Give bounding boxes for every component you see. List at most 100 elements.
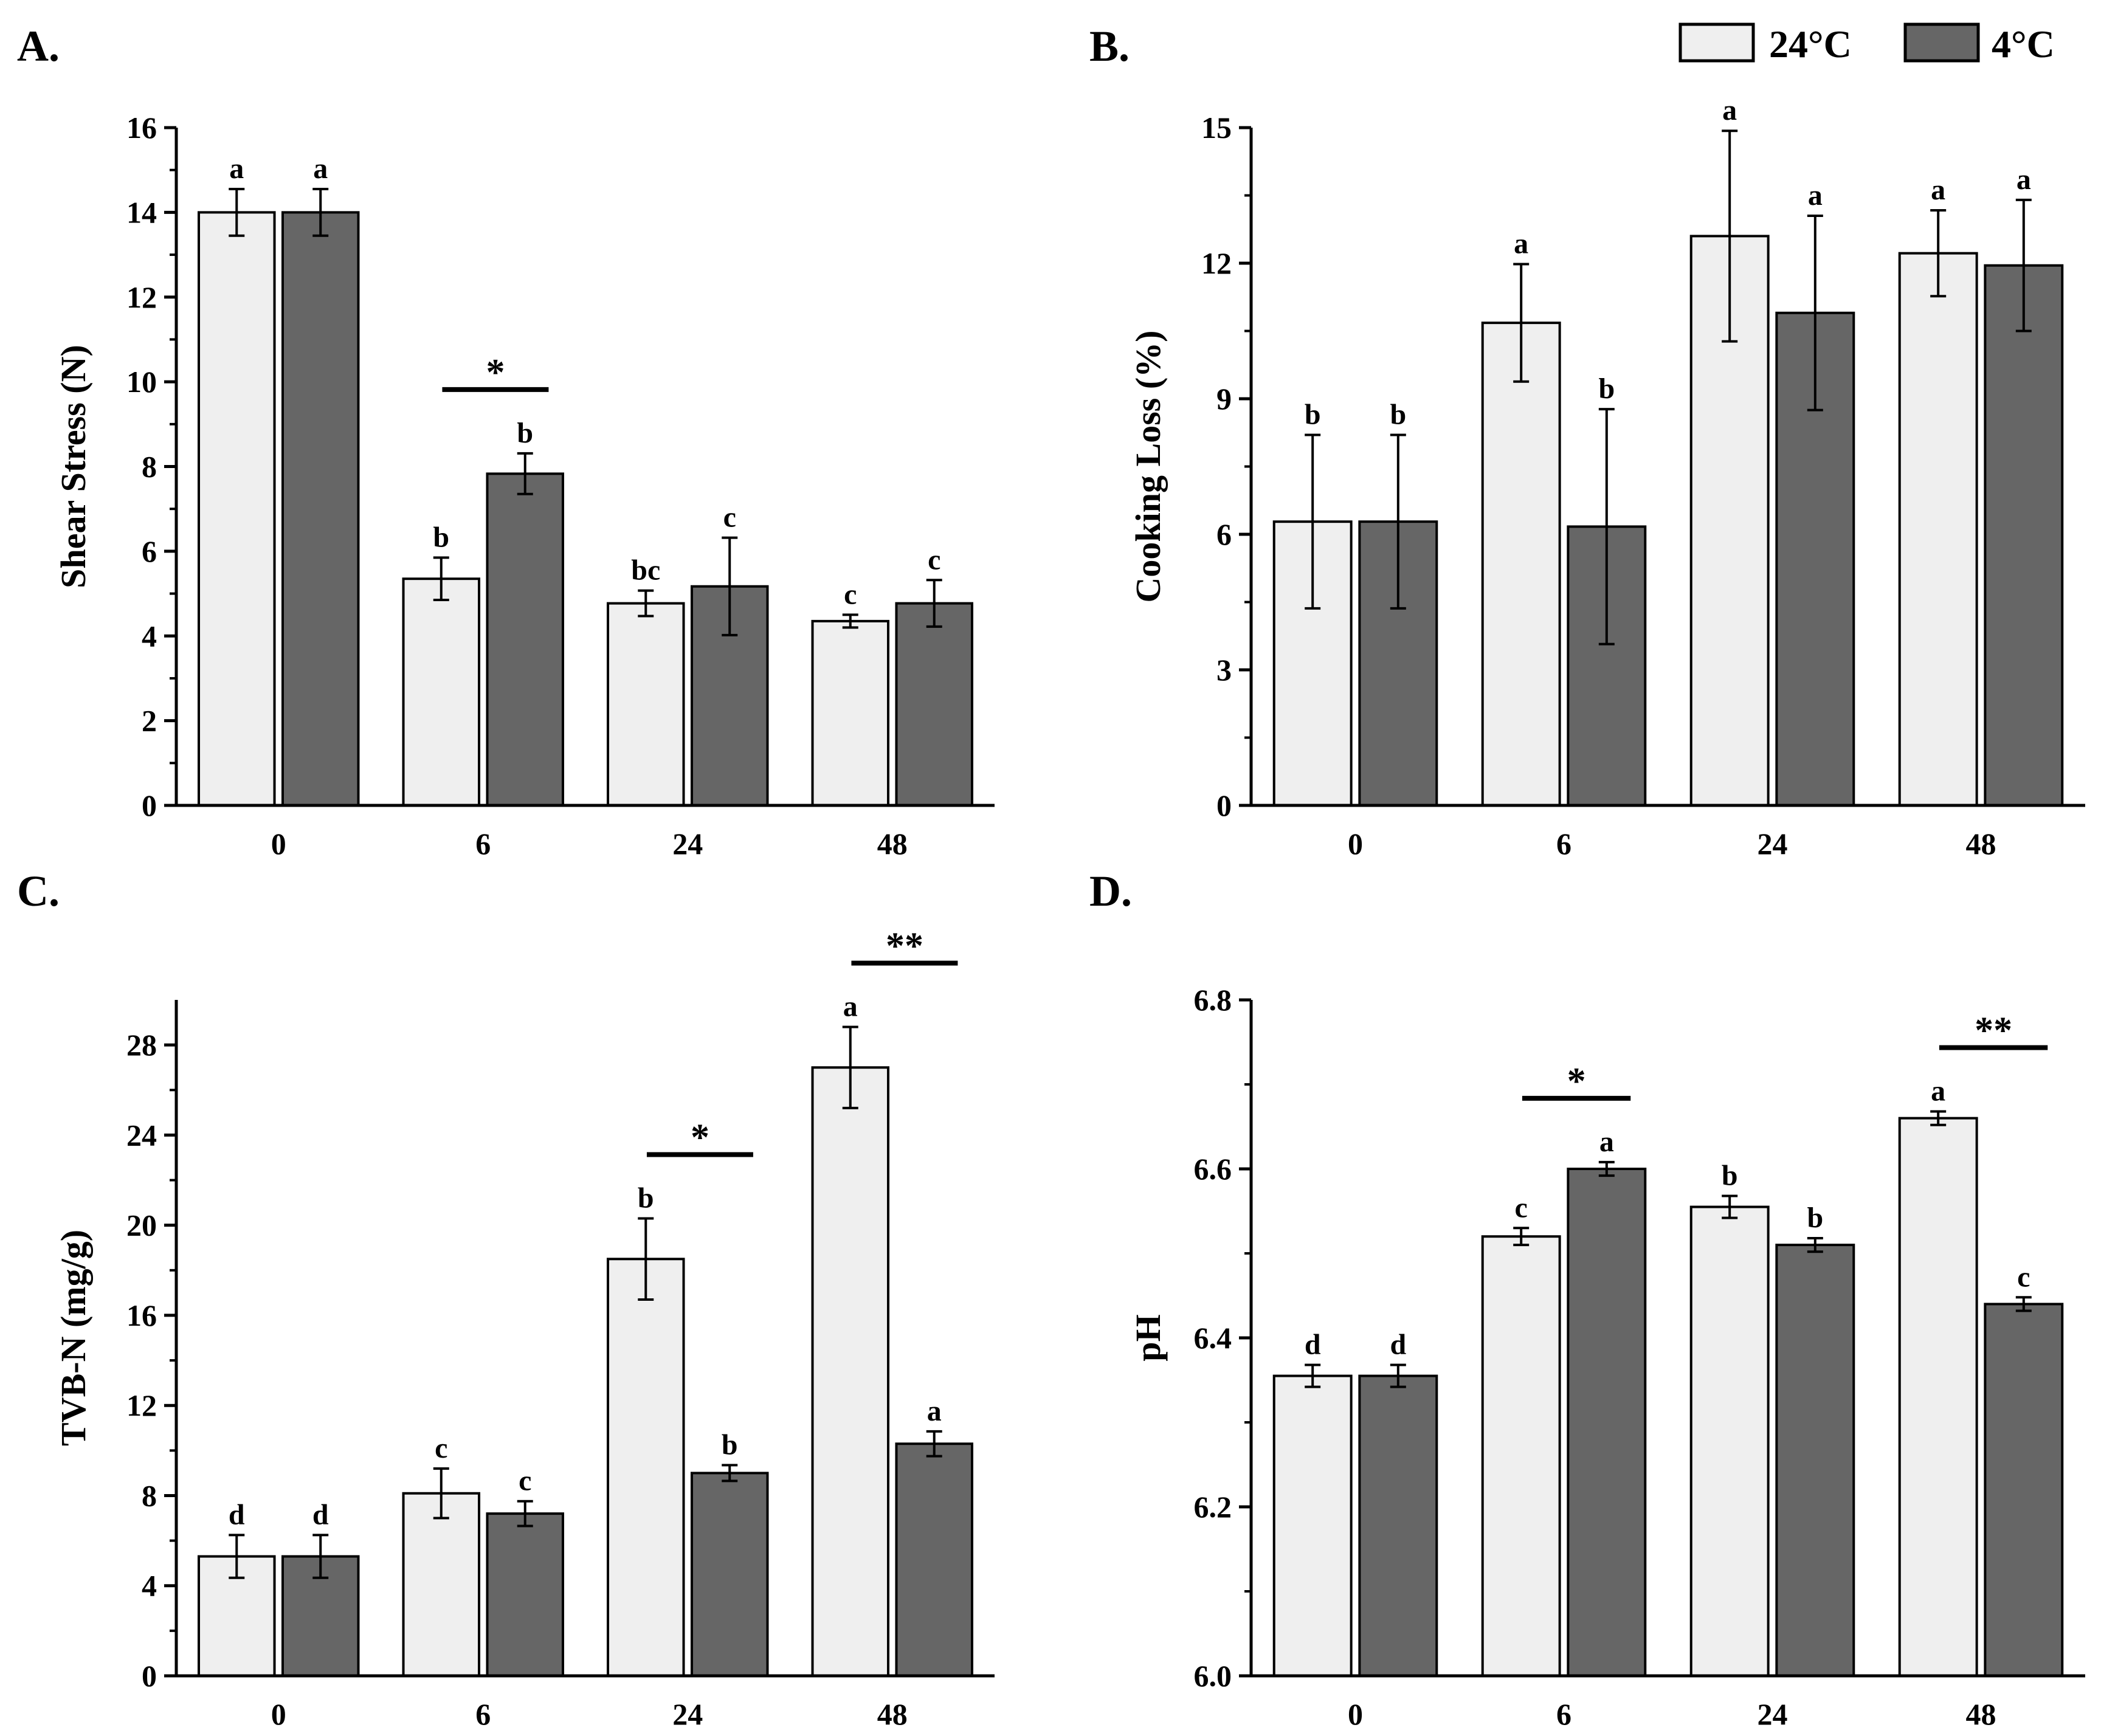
significance-letter: c: [435, 1432, 447, 1464]
y-axis-title: Cooking Loss (%): [1128, 331, 1168, 603]
bar-24c-48: [811, 1066, 890, 1677]
y-tick-label: 15: [1201, 111, 1232, 145]
error-bar-24c-48: [1930, 209, 1947, 298]
bar-4c-48: [1984, 264, 2064, 807]
y-tick-label: 3: [1216, 653, 1232, 687]
error-bar-4c-6: [1598, 408, 1615, 646]
panel-b-marks: b a a a b b a a: [1272, 94, 2064, 807]
significance-letter: a: [1514, 227, 1528, 260]
y-tick-label: 6.2: [1194, 1490, 1232, 1524]
error-bar-4c-48: [2015, 198, 2032, 332]
y-tick-label: 4: [142, 619, 157, 653]
error-bar-4c-48: [926, 1430, 942, 1458]
y-tick-label: 14: [126, 195, 157, 229]
bar-4c-24: [690, 1472, 769, 1677]
y-tick-label: 10: [126, 365, 157, 399]
x-tick-label: 0: [271, 1697, 286, 1731]
significance-letter: b: [1807, 1202, 1823, 1234]
bar-4c-6: [1567, 1168, 1647, 1677]
y-tick-label: 6.4: [1194, 1321, 1232, 1355]
bar-4c-48: [895, 1442, 973, 1678]
bar-24c-48: [811, 619, 890, 807]
significance-letter: a: [229, 153, 244, 185]
significance-stars: **: [1975, 1010, 2012, 1051]
bar-4c-0: [1358, 1374, 1438, 1678]
y-tick-label: 16: [126, 111, 157, 145]
legend-label-4c: 4°C: [1992, 22, 2055, 66]
error-bar-4c-0: [312, 1534, 329, 1579]
significance-letter: c: [519, 1465, 531, 1497]
x-tick-label: 0: [1348, 827, 1363, 861]
bar-24c-48: [1898, 252, 1978, 807]
panel-label: A.: [17, 22, 60, 71]
y-tick-label: 6: [142, 534, 157, 568]
error-bar-4c-48: [926, 579, 942, 628]
significance-letter: b: [722, 1428, 738, 1461]
error-bar-24c-6: [433, 1467, 449, 1520]
x-tick-label: 24: [672, 827, 703, 861]
error-bar-4c-0: [312, 188, 329, 237]
error-bar-24c-24: [638, 589, 654, 618]
significance-letter: a: [2016, 164, 2031, 196]
error-bar-4c-24: [722, 536, 738, 636]
significance-letter: d: [1305, 1328, 1321, 1360]
x-tick-label: 24: [1758, 1697, 1788, 1731]
error-bar-24c-6: [433, 556, 449, 602]
panel-label: B.: [1089, 22, 1130, 71]
x-tick-label: 24: [672, 1697, 703, 1731]
significance-letter: b: [1598, 373, 1615, 405]
y-axis-title: pH: [1128, 1314, 1168, 1361]
error-bar-24c-6: [1513, 263, 1530, 383]
error-bar-24c-48: [842, 613, 858, 629]
x-tick-label: 6: [1556, 827, 1571, 861]
error-bar-24c-0: [1305, 433, 1321, 610]
significance-letter: c: [928, 543, 940, 576]
y-tick-label: 0: [1216, 788, 1232, 822]
bar-4c-48: [1984, 1303, 2064, 1677]
significance-letter: c: [1515, 1191, 1528, 1224]
y-tick-label: 16: [126, 1298, 157, 1332]
bar-24c-0: [1272, 1374, 1353, 1678]
significance-letter: a: [927, 1395, 942, 1427]
y-tick-label: 0: [142, 1659, 157, 1693]
significance-letter: c: [723, 501, 736, 534]
bar-4c-24: [1775, 1244, 1855, 1678]
significance-letter: a: [1808, 179, 1823, 212]
error-bar-24c-0: [229, 188, 245, 237]
bar-24c-24: [607, 602, 685, 807]
error-bar-24c-6: [1513, 1227, 1530, 1247]
error-bar-24c-0: [229, 1534, 245, 1579]
y-tick-label: 8: [142, 1478, 157, 1512]
error-bar-24c-48: [1930, 1110, 1947, 1126]
bar-4c-48: [895, 602, 973, 807]
significance-stars: **: [886, 925, 923, 966]
significance-letter: a: [1931, 1075, 1945, 1107]
error-bar-24c-48: [842, 1025, 858, 1109]
x-tick-label: 48: [877, 827, 908, 861]
error-bar-24c-24: [1722, 129, 1738, 343]
error-bar-4c-6: [517, 1500, 533, 1528]
y-tick-label: 6.0: [1194, 1659, 1232, 1693]
y-tick-label: 24: [126, 1118, 157, 1152]
x-tick-label: 24: [1758, 827, 1788, 861]
x-tick-label: 6: [475, 827, 491, 861]
significance-letter: a: [313, 153, 328, 185]
x-tick-label: 48: [1966, 827, 1996, 861]
y-axis-title: TVB-N (mg/g): [53, 1230, 93, 1446]
significance-letter: a: [1722, 94, 1737, 126]
significance-letter: b: [638, 1182, 654, 1214]
error-bar-4c-24: [722, 1464, 738, 1483]
y-tick-label: 12: [1201, 246, 1232, 280]
y-tick-label: 8: [142, 450, 157, 484]
bar-24c-6: [1481, 322, 1561, 807]
y-tick-label: 0: [142, 788, 157, 822]
error-bar-4c-6: [517, 452, 533, 495]
legend-label-24c: 24°C: [1769, 22, 1852, 66]
error-bar-4c-6: [1598, 1160, 1615, 1177]
significance-letter: c: [844, 578, 857, 610]
error-bar-24c-24: [1722, 1194, 1738, 1219]
bar-24c-0: [198, 211, 276, 807]
